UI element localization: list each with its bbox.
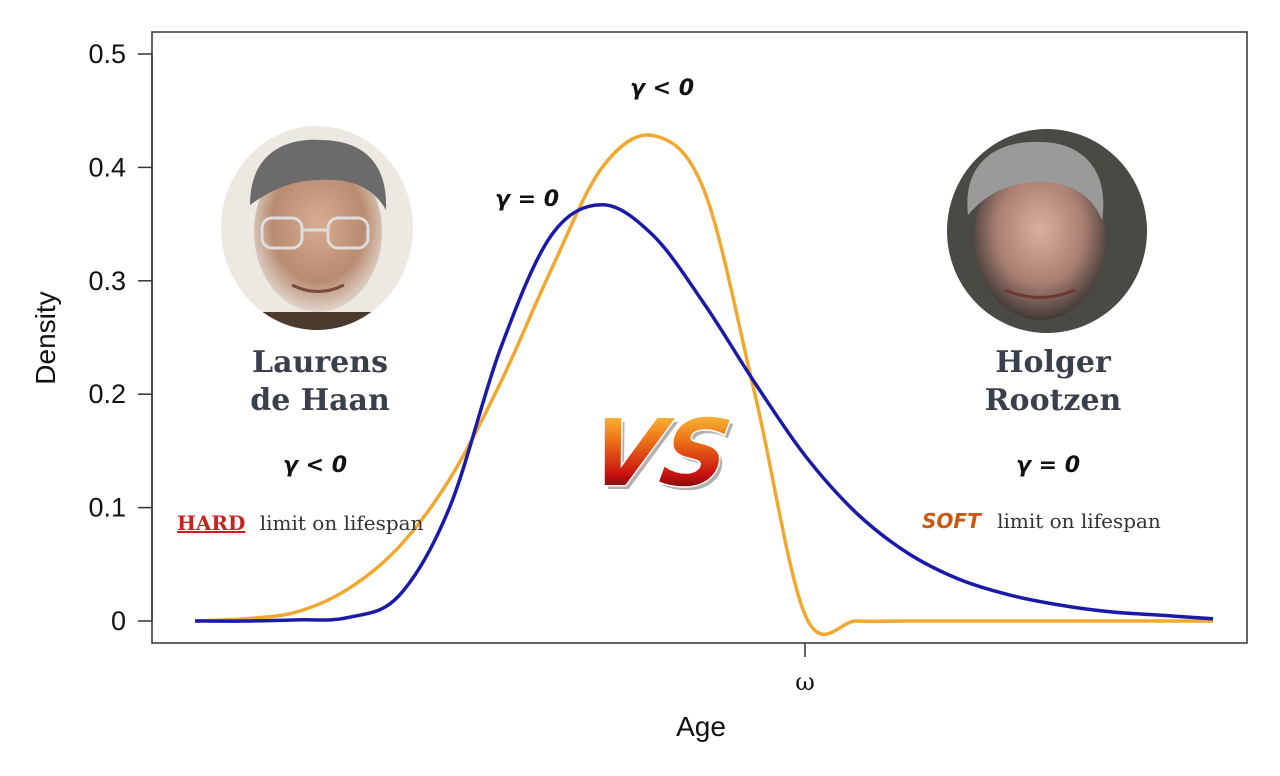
right-person-panel: Holger Rootzen γ = 0 SOFT limit on lifes… xyxy=(922,129,1161,533)
plot-frame xyxy=(151,31,1248,644)
series-line-orange xyxy=(194,133,1213,636)
series-line-blue xyxy=(194,203,1214,623)
gamma-label-orange-peak: γ < 0 xyxy=(630,76,694,101)
x-axis-title: Age xyxy=(676,711,726,742)
right-limit-text: SOFT limit on lifespan xyxy=(922,509,1161,533)
left-person-panel: Laurens de Haan γ < 0 HARD limit on life… xyxy=(177,126,424,535)
gamma-label-blue-peak: γ = 0 xyxy=(495,187,559,212)
versus-logo: VS VS xyxy=(581,398,742,511)
right-limit-rest: limit on lifespan xyxy=(997,509,1161,533)
right-name-line2: Rootzen xyxy=(985,383,1122,418)
right-name-line1: Holger xyxy=(995,345,1112,380)
soft-word: SOFT xyxy=(922,509,982,533)
left-name-line2: de Haan xyxy=(250,383,390,418)
svg-text:VS: VS xyxy=(585,404,741,511)
left-limit-text: HARD limit on lifespan xyxy=(177,511,424,535)
x-tick-omega: ω xyxy=(795,668,815,696)
y-axis-title: Density xyxy=(30,291,61,384)
y-tick-label: 0.3 xyxy=(88,266,126,296)
y-tick-label: 0.4 xyxy=(88,152,126,182)
y-tick-label: 0.2 xyxy=(88,379,126,409)
y-tick-label: 0 xyxy=(111,606,126,636)
hard-word: HARD xyxy=(177,511,245,535)
y-tick-label: 0.1 xyxy=(88,493,126,523)
right-gamma-label: γ = 0 xyxy=(1016,453,1080,478)
left-gamma-label: γ < 0 xyxy=(283,453,347,478)
y-axis: 0 0.1 0.2 0.3 0.4 0.5 xyxy=(88,39,153,636)
y-tick-label: 0.5 xyxy=(88,39,126,69)
left-limit-rest: limit on lifespan xyxy=(260,511,424,535)
holger-rootzen-portrait xyxy=(947,129,1147,333)
svg-text:VS: VS xyxy=(582,400,738,507)
laurens-de-haan-portrait xyxy=(221,126,413,330)
left-name-line1: Laurens xyxy=(252,345,388,380)
